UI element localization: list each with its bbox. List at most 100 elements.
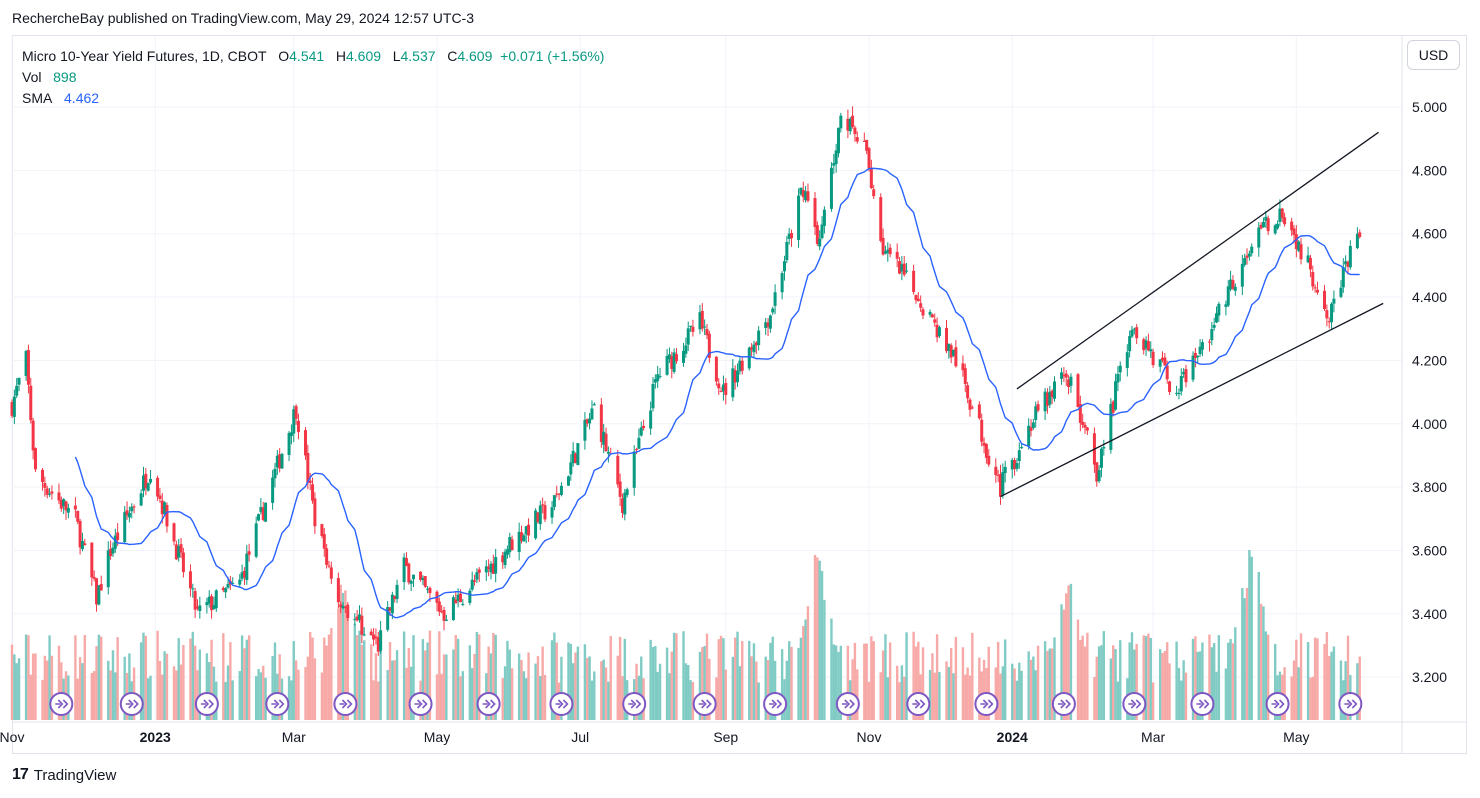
- candle-body: [895, 251, 899, 259]
- volume-bar: [1083, 646, 1087, 720]
- candle-body: [261, 507, 265, 520]
- volume-bar: [567, 642, 570, 720]
- volume-bar: [15, 663, 18, 720]
- volume-bar: [1086, 632, 1089, 720]
- candle-body: [1013, 460, 1017, 469]
- volume-bar: [520, 659, 523, 720]
- volume-bar: [243, 648, 246, 720]
- candle-body: [698, 312, 702, 330]
- volume-bar: [1208, 634, 1211, 720]
- volume-bar: [736, 631, 739, 720]
- legend-open-value: 4.541: [289, 48, 325, 64]
- x-tick-label: Jul: [571, 729, 589, 745]
- volume-bar: [966, 667, 969, 720]
- tradingview-logo[interactable]: 17 TradingView: [12, 766, 116, 784]
- candle-body: [179, 544, 183, 553]
- volume-bar: [116, 637, 119, 720]
- volume-bar: [952, 673, 955, 720]
- volume-bar: [330, 627, 333, 720]
- candle-body: [43, 483, 47, 488]
- volume-bar: [806, 606, 810, 720]
- volume-bar: [947, 666, 951, 720]
- candle-body: [48, 493, 52, 495]
- legend-change: +0.071 (+1.56%): [500, 48, 605, 64]
- candle-body: [719, 391, 723, 393]
- candle-body: [191, 588, 195, 590]
- volume-bar: [1119, 640, 1122, 720]
- candle-body: [1001, 471, 1005, 496]
- candle-body: [193, 591, 197, 610]
- candle-body: [937, 327, 941, 336]
- volume-bar: [1344, 661, 1347, 720]
- volume-bar: [1114, 649, 1117, 720]
- volume-bar: [1151, 682, 1155, 720]
- candle-body: [341, 606, 345, 609]
- volume-bar: [1046, 650, 1049, 720]
- legend-volume-row[interactable]: Vol 898: [22, 67, 604, 88]
- candle-body: [78, 521, 82, 548]
- attribution-text: RechercheBay published on TradingView.co…: [12, 10, 475, 26]
- volume-bar: [1243, 598, 1246, 720]
- volume-bar: [494, 634, 497, 720]
- volume-bar: [1245, 587, 1249, 720]
- volume-bar: [905, 632, 908, 720]
- legend-symbol[interactable]: Micro 10-Year Yield Futures, 1D, CBOT: [22, 48, 267, 64]
- legend-close-label: C: [447, 48, 458, 64]
- candle-body: [543, 505, 547, 520]
- candle-body: [1210, 329, 1214, 341]
- volume-bar: [146, 678, 150, 720]
- candle-body: [1259, 224, 1263, 229]
- candle-body: [1313, 287, 1317, 289]
- candle-body: [1144, 340, 1148, 349]
- candle-body: [1233, 286, 1237, 291]
- volume-bar: [1182, 660, 1185, 720]
- volume-bar: [172, 666, 176, 720]
- tradingview-logo-text: TradingView: [33, 766, 117, 784]
- candle-body: [618, 481, 622, 497]
- volume-bar: [372, 680, 375, 720]
- volume-bar: [1158, 649, 1162, 720]
- volume-bar: [921, 647, 925, 720]
- candle-body: [156, 477, 160, 497]
- volume-bar: [395, 650, 399, 720]
- volume-bar: [804, 619, 807, 720]
- volume-bar: [1161, 653, 1164, 720]
- candle-body: [188, 571, 192, 589]
- candle-body: [790, 233, 794, 239]
- candle-body: [620, 498, 624, 513]
- candle-body: [123, 512, 127, 542]
- candle-body: [1031, 422, 1035, 428]
- volume-bar: [1264, 631, 1268, 720]
- volume-bar: [386, 670, 389, 720]
- volume-bar: [320, 672, 324, 720]
- volume-bar: [651, 647, 655, 720]
- legend-sma-row[interactable]: SMA 4.462: [22, 88, 604, 109]
- volume-bar: [1076, 619, 1080, 720]
- volume-bar: [210, 639, 213, 720]
- candle-body: [489, 563, 493, 573]
- volume-bar: [1295, 639, 1298, 720]
- currency-button[interactable]: USD: [1407, 40, 1460, 70]
- dividend-arrow-glyph: [769, 699, 783, 709]
- volume-bar: [982, 659, 986, 720]
- volume-bar: [287, 676, 291, 720]
- volume-bar: [539, 676, 542, 720]
- candle-body: [1261, 221, 1265, 228]
- volume-bar: [1015, 680, 1019, 720]
- dividend-arrow-glyph: [555, 699, 569, 709]
- candle-body: [343, 606, 347, 608]
- volume-bar: [158, 660, 162, 720]
- candle-body: [1142, 339, 1146, 351]
- candle-body: [522, 535, 526, 542]
- volume-bar: [1177, 667, 1181, 720]
- volume-bar: [1257, 572, 1260, 720]
- candle-body: [1344, 261, 1348, 265]
- volume-bar: [769, 642, 772, 720]
- volume-bar: [895, 665, 899, 720]
- volume-bar: [623, 638, 627, 720]
- candle-body: [41, 469, 45, 483]
- volume-bar: [240, 635, 244, 720]
- volume-bar: [684, 663, 688, 720]
- volume-bar: [92, 671, 96, 720]
